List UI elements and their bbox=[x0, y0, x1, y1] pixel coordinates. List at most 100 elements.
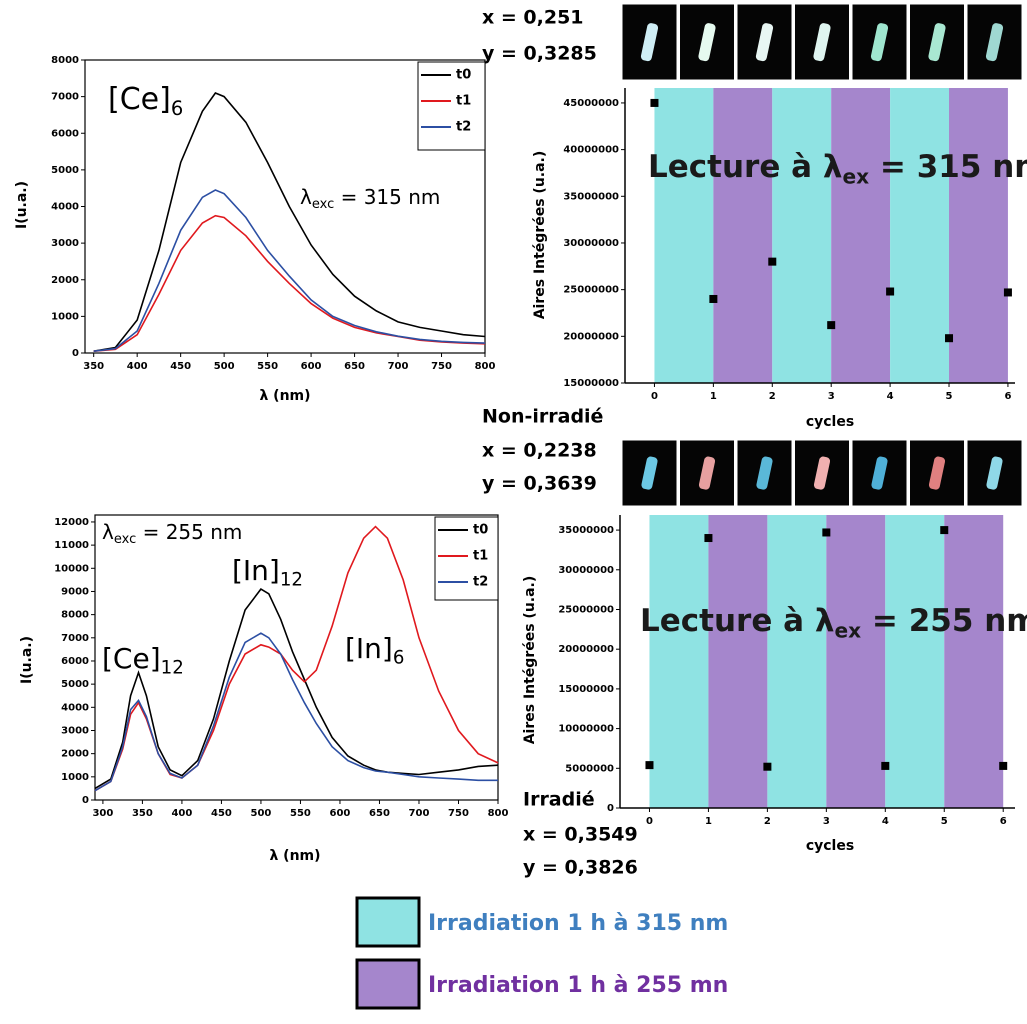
point bbox=[704, 534, 713, 543]
annotation-text: [In] bbox=[232, 554, 280, 587]
annotation: λexc = 255 nm bbox=[102, 520, 242, 547]
y-tick-label: 6000 bbox=[61, 656, 89, 667]
annotation: [Ce]6 bbox=[108, 82, 183, 120]
y-axis-label: Aires Intégrées (u.a.) bbox=[532, 151, 548, 320]
annotation: λexc = 315 nm bbox=[300, 185, 440, 212]
plot-frame bbox=[94, 514, 499, 801]
coord-x: x = 0,2238 bbox=[482, 440, 597, 462]
annotation-sub: 6 bbox=[171, 97, 183, 120]
annotation-sub: ex bbox=[842, 164, 869, 188]
x-tick-label: 1 bbox=[710, 391, 717, 402]
series-line bbox=[93, 92, 486, 352]
y-tick-label: 10000000 bbox=[558, 724, 614, 735]
point bbox=[822, 528, 831, 537]
y-tick-label: 7000 bbox=[51, 92, 79, 103]
annotation: Lecture à λex = 255 nm bbox=[640, 603, 1027, 642]
x-tick-label: 1 bbox=[705, 816, 712, 827]
point bbox=[709, 294, 718, 303]
x-tick-label: 750 bbox=[431, 361, 452, 372]
y-tick-label: 4000 bbox=[51, 202, 79, 213]
point bbox=[1003, 288, 1012, 297]
y-tick-label: 25000000 bbox=[563, 285, 619, 296]
coord-y: y = 0,3639 bbox=[482, 473, 597, 495]
y-axis-label: I(u.a.) bbox=[19, 636, 35, 684]
x-axis-label: cycles bbox=[806, 838, 854, 854]
y-tick-label: 30000000 bbox=[558, 565, 614, 576]
x-tick-label: 750 bbox=[448, 808, 469, 819]
series-line bbox=[94, 588, 499, 790]
legend-label: t2 bbox=[456, 120, 471, 135]
x-tick-label: 3 bbox=[828, 391, 835, 402]
y-tick-label: 30000000 bbox=[563, 238, 619, 249]
x-tick-label: 350 bbox=[132, 808, 153, 819]
series-line bbox=[94, 632, 498, 792]
annotation: Lecture à λex = 315 nm bbox=[648, 149, 1027, 188]
series-line bbox=[93, 189, 486, 352]
coord-y: y = 0,3285 bbox=[482, 43, 597, 65]
y-tick-label: 7000 bbox=[61, 633, 89, 644]
legend-label: t1 bbox=[473, 549, 488, 564]
coord-x: x = 0,3549 bbox=[523, 824, 638, 846]
x-tick-label: 450 bbox=[170, 361, 191, 372]
x-tick-label: 2 bbox=[764, 816, 771, 827]
y-tick-label: 40000000 bbox=[563, 145, 619, 156]
y-tick-label: 35000000 bbox=[563, 191, 619, 202]
photo-glow bbox=[985, 23, 1004, 62]
y-tick-label: 2000 bbox=[61, 749, 89, 760]
y-tick-label: 8000 bbox=[61, 610, 89, 621]
annotation-sub: exc bbox=[312, 197, 334, 212]
x-tick-label: 450 bbox=[211, 808, 232, 819]
photo-glow bbox=[928, 23, 946, 62]
annotation-text: Lecture à λ bbox=[648, 149, 842, 185]
legend-label: t1 bbox=[456, 94, 471, 109]
y-tick-label: 5000 bbox=[61, 679, 89, 690]
y-tick-label: 1000 bbox=[51, 311, 79, 322]
photo-glow bbox=[640, 23, 659, 62]
x-tick-label: 6 bbox=[1004, 391, 1011, 402]
x-tick-label: 550 bbox=[290, 808, 311, 819]
x-tick-label: 800 bbox=[488, 808, 509, 819]
annotation-sub: 12 bbox=[280, 569, 303, 590]
x-tick-label: 500 bbox=[214, 361, 235, 372]
annotation-text: λ bbox=[300, 185, 312, 209]
x-tick-label: 500 bbox=[251, 808, 272, 819]
photo-glow bbox=[641, 456, 658, 490]
annotation-sub: exc bbox=[114, 532, 136, 547]
coord-x: x = 0,251 bbox=[482, 7, 584, 29]
annotation-tail: = 255 nm bbox=[136, 520, 242, 544]
y-tick-label: 15000000 bbox=[558, 684, 614, 695]
band bbox=[708, 515, 768, 808]
annotation-text: [In] bbox=[345, 632, 393, 665]
x-tick-label: 4 bbox=[887, 391, 894, 402]
band bbox=[890, 88, 950, 383]
photo-glow bbox=[698, 456, 716, 490]
point bbox=[645, 761, 654, 770]
coord-title: Irradié bbox=[523, 789, 595, 811]
annotation-sub: 6 bbox=[393, 647, 405, 668]
x-tick-label: 700 bbox=[409, 808, 430, 819]
photo-glow bbox=[756, 456, 773, 490]
annotation-tail: = 255 nm bbox=[861, 603, 1027, 639]
x-axis-label: cycles bbox=[806, 414, 854, 430]
point bbox=[768, 257, 777, 266]
x-tick-label: 650 bbox=[344, 361, 365, 372]
x-tick-label: 650 bbox=[369, 808, 390, 819]
photo-glow bbox=[813, 23, 831, 62]
x-tick-label: 0 bbox=[646, 816, 653, 827]
point bbox=[881, 761, 890, 770]
y-tick-label: 3000 bbox=[61, 725, 89, 736]
photo-glow bbox=[698, 23, 716, 62]
y-axis-label: Aires Intégrées (u.a.) bbox=[522, 576, 538, 745]
y-tick-label: 45000000 bbox=[563, 98, 619, 109]
band bbox=[949, 88, 1008, 383]
point bbox=[650, 98, 659, 107]
annotation-text: Lecture à λ bbox=[640, 603, 834, 639]
x-tick-label: 6 bbox=[1000, 816, 1007, 827]
y-tick-label: 35000000 bbox=[558, 525, 614, 536]
y-axis-label: I(u.a.) bbox=[14, 181, 30, 229]
x-tick-label: 550 bbox=[257, 361, 278, 372]
annotation-text: λ bbox=[102, 520, 114, 544]
legend-label: t0 bbox=[473, 523, 488, 538]
annotation: [Ce]12 bbox=[102, 642, 184, 678]
